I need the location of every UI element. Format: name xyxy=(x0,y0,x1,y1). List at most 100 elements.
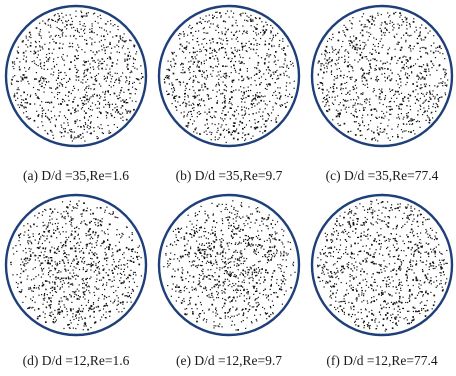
particle-dot xyxy=(98,62,100,64)
particle-dot xyxy=(124,287,126,289)
particle-dot xyxy=(89,72,91,74)
particle-dot xyxy=(105,284,108,286)
particle-dot xyxy=(221,241,223,243)
particle-dot xyxy=(119,249,121,251)
particle-dot xyxy=(105,272,107,274)
particle-dot xyxy=(236,308,238,311)
particle-dot xyxy=(38,80,41,83)
particle-dot xyxy=(48,101,50,103)
particle-dot xyxy=(275,121,278,123)
particle-dot xyxy=(59,71,61,74)
particle-dot xyxy=(82,136,84,138)
particle-dot xyxy=(270,74,272,76)
particle-dot xyxy=(255,318,257,321)
particle-dot xyxy=(82,308,84,310)
particle-dot xyxy=(242,12,244,14)
particle-dot xyxy=(239,49,241,51)
particle-dot xyxy=(96,107,98,109)
particle-dot xyxy=(353,46,355,48)
particle-dot xyxy=(40,267,43,269)
particle-dot xyxy=(101,67,103,70)
particle-dot xyxy=(285,252,287,254)
particle-dot xyxy=(215,55,217,57)
particle-dot xyxy=(224,27,226,29)
particle-dot xyxy=(275,103,278,105)
particle-dot xyxy=(198,313,201,315)
particle-dot xyxy=(12,274,14,276)
particle-dot xyxy=(243,312,245,314)
particle-dot xyxy=(236,213,238,215)
particle-dot xyxy=(107,274,110,277)
particle-dot xyxy=(330,71,332,73)
particle-dot xyxy=(92,94,94,96)
particle-dot xyxy=(392,244,394,246)
particle-dot xyxy=(56,265,58,267)
particle-dot xyxy=(100,45,103,47)
particle-dot xyxy=(397,305,400,308)
particle-dot xyxy=(195,287,197,289)
particle-dot xyxy=(49,36,51,38)
particle-dot xyxy=(188,253,190,255)
particle-dot xyxy=(377,79,380,81)
particle-dot xyxy=(354,104,356,106)
particle-dot xyxy=(353,214,355,216)
particle-dot xyxy=(259,83,261,86)
particle-dot xyxy=(364,216,366,219)
particle-dot xyxy=(257,296,259,298)
particle-dot xyxy=(201,270,203,272)
particle-dot xyxy=(221,251,224,254)
particle-dot xyxy=(345,35,347,37)
particle-dot xyxy=(242,308,244,310)
particle-dot xyxy=(431,229,433,231)
particle-dot xyxy=(248,269,250,271)
particle-dot xyxy=(44,43,46,45)
particle-dot xyxy=(83,72,85,74)
particle-dot xyxy=(171,275,174,278)
particle-dot xyxy=(383,117,385,119)
particle-dot xyxy=(428,117,430,119)
particle-dot xyxy=(55,34,57,36)
particle-dot xyxy=(244,19,246,21)
particle-dot xyxy=(348,261,350,264)
particle-dot xyxy=(281,265,283,267)
particle-dot xyxy=(371,130,373,132)
particle-dot xyxy=(77,69,79,72)
particle-dot xyxy=(228,248,230,250)
particle-dot xyxy=(65,94,67,96)
particle-dot xyxy=(115,265,117,267)
particle-dot xyxy=(403,34,405,36)
particle-dot xyxy=(371,17,373,19)
particle-dot xyxy=(88,243,90,245)
particle-dot xyxy=(100,39,102,41)
particle-dot xyxy=(130,248,132,251)
particle-dot xyxy=(289,82,291,84)
particle-dot xyxy=(132,82,134,84)
particle-dot xyxy=(111,280,113,282)
particle-dot xyxy=(91,109,93,111)
particle-dot xyxy=(90,213,92,215)
particle-dot xyxy=(78,307,80,309)
particle-dot xyxy=(240,204,242,206)
particle-dot xyxy=(251,273,253,275)
particle-dot xyxy=(77,30,79,33)
particle-dot xyxy=(60,277,63,280)
particle-dot xyxy=(63,64,66,66)
particle-dot xyxy=(253,271,255,274)
particle-dot xyxy=(264,279,266,281)
particle-dot xyxy=(111,255,113,257)
particle-dot xyxy=(49,57,51,59)
particle-dot xyxy=(64,241,66,243)
particle-dot xyxy=(338,278,340,280)
particle-dot xyxy=(194,260,196,262)
particle-dot xyxy=(180,33,182,35)
particle-dot xyxy=(187,272,189,274)
particle-dot xyxy=(280,270,282,272)
particle-dot xyxy=(13,93,16,95)
particle-dot xyxy=(258,111,260,113)
particle-dot xyxy=(34,301,36,303)
particle-dot xyxy=(173,96,175,98)
particle-dot xyxy=(325,282,327,284)
particle-dot xyxy=(71,27,73,29)
particle-dot xyxy=(83,126,85,128)
particle-dot xyxy=(92,308,94,310)
